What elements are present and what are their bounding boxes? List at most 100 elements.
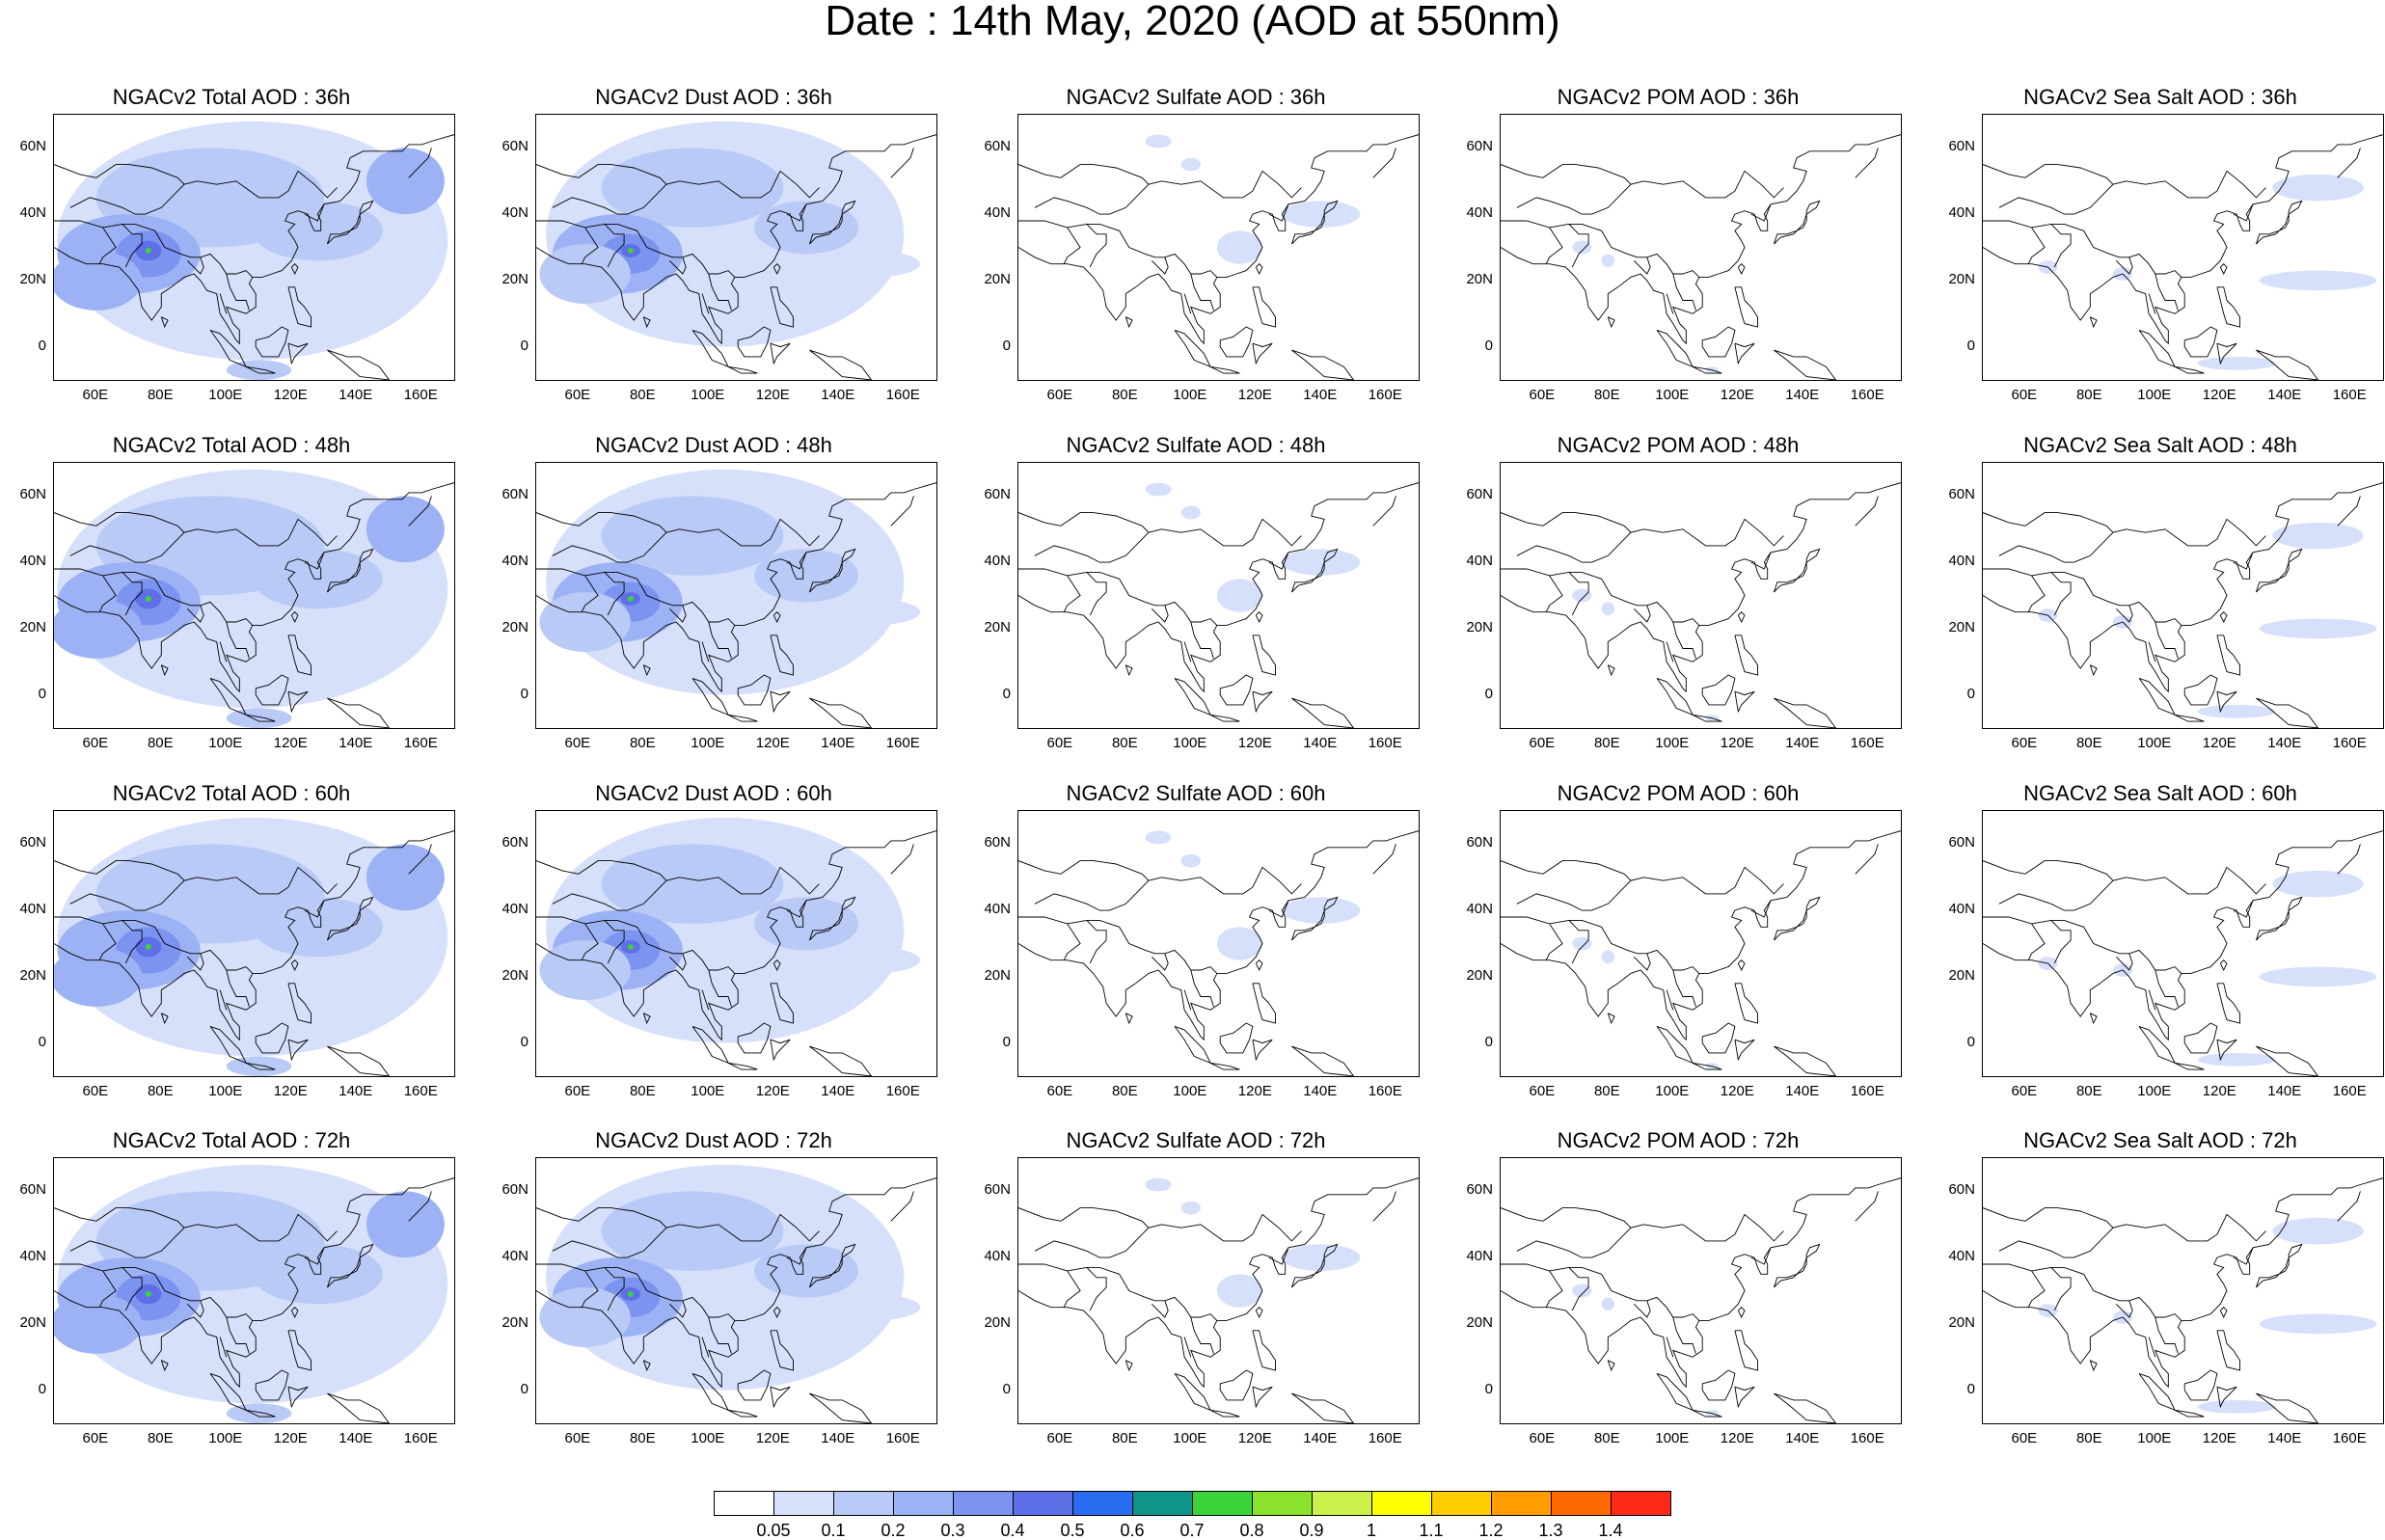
coastline [1545,923,1563,960]
coastline [1174,1372,1212,1412]
coastline [1983,1263,2182,1321]
latitude-tick-label: 40N [19,901,46,918]
coastline [1268,900,1289,918]
longitude-tick-label: 160E [2332,735,2367,751]
longitude-tick-label: 60E [82,1083,109,1099]
latitude-tick-label: 0 [1484,337,1493,354]
coastline [122,920,143,964]
map-panel: NGACv2 Total AOD : 48h 60N 40N 20N 0 60E 80E 10… [0,433,463,751]
longitude-tick-label: 80E [2075,1083,2102,1099]
coastline [2115,605,2133,623]
coastline [1086,572,1107,616]
coastline [1516,866,1784,911]
coastline [2174,1062,2205,1070]
coastline [2138,677,2177,716]
longitude-tick-label: 60E [564,387,591,403]
coastline [770,690,791,714]
coastline [786,1247,807,1265]
longitude-tick-label: 160E [1368,387,1402,403]
coastline [691,677,730,716]
aod-shading [1216,927,1263,960]
coastline [1998,1213,2266,1258]
coastline [1666,1337,1674,1358]
coastline [1501,220,1700,278]
coastline [1607,1013,1615,1025]
longitude-tick-label: 100E [691,387,725,403]
latitude-tick-label: 60N [501,834,528,851]
longitude-tick-label: 100E [2137,1083,2172,1099]
coastline [1734,1386,1755,1409]
latitude-tick-label: 0 [1966,1380,1975,1397]
coastline [255,1369,289,1401]
aod-shading [2259,270,2377,291]
coastline [536,1263,736,1321]
panel-title: NGACv2 Dust AOD : 72h [595,1128,832,1152]
coastline [1290,1243,1339,1288]
coastline [1692,365,1722,374]
latitude-tick-label: 20N [19,270,46,287]
coastline [1855,844,1879,875]
longitude-tick-label: 160E [1368,1083,1402,1099]
coastline [536,860,667,881]
coastline [304,203,325,222]
map-canvas [1501,134,1901,380]
colorbar-swatch [1072,1491,1133,1516]
map-canvas [54,1164,454,1423]
coastline [1501,134,1901,345]
coastline [2255,896,2303,941]
latitude-tick-label: 40N [984,553,1011,570]
aod-shading [343,257,435,291]
coastline [1750,552,1772,570]
map-panel: NGACv2 POM AOD : 60h 60N 40N 20N 0 60E 80E 100E… [1447,781,1910,1099]
coastline [727,714,758,722]
figure-title: Date : 14th May, 2020 (AOD at 550nm) [825,0,1560,44]
map-panel: NGACv2 POM AOD : 72h 60N 40N 20N 0 60E 80E 100E… [1447,1128,1910,1446]
longitude-tick-label: 140E [821,1430,855,1446]
latitude-tick-label: 40N [19,1248,46,1265]
longitude-tick-label: 140E [1785,1430,1820,1446]
coastline [536,482,936,693]
coastline [1252,1330,1276,1371]
coastline [1174,329,1212,368]
coastline [809,1045,873,1076]
map-panel: NGACv2 Sulfate AOD : 48h 60N 40N 20N 0 60E 80E… [964,433,1427,751]
aod-shading [1572,240,1592,255]
latitude-tick-label: 20N [501,966,528,984]
panel-title: NGACv2 Total AOD : 48h [112,433,351,457]
longitude-tick-label: 120E [1237,387,1272,403]
aod-shading [601,1191,784,1271]
coastline [1209,1409,1240,1418]
aod-shading [54,1293,143,1354]
latitude-tick-label: 60N [984,138,1011,155]
coastline [1774,1392,1837,1423]
coastline [1983,1177,2383,1389]
longitude-tick-label: 120E [273,1430,308,1446]
latitude-tick-label: 40N [501,204,528,222]
coastline [1183,293,1192,314]
coastline [69,518,338,563]
longitude-tick-label: 120E [2202,1083,2236,1099]
coastline [1633,257,1651,275]
coastline [737,674,772,706]
coastline [2337,496,2361,527]
coastline [122,1267,143,1311]
latitude-tick-label: 60N [1466,138,1493,155]
latitude-tick-label: 40N [984,901,1011,918]
coastline [54,1207,185,1229]
coastline [226,273,250,311]
coastline [2256,1392,2319,1423]
coastline [809,697,873,728]
longitude-tick-label: 160E [885,735,920,751]
longitude-tick-label: 160E [2332,1430,2367,1446]
coastline [245,714,276,722]
coastline [809,349,873,380]
coastline [1666,641,1674,662]
coastline [581,575,599,612]
coastline [701,641,710,662]
coastline [1219,1369,1254,1401]
aod-shading [2259,618,2377,639]
coastline [1219,674,1254,706]
coastline [2050,1267,2072,1311]
coastline [1983,916,2182,974]
coastline [219,989,228,1011]
